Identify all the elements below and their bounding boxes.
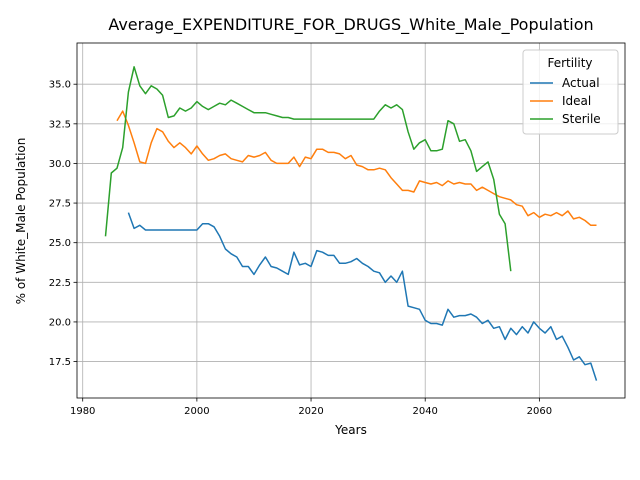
legend-label-sterile: Sterile — [562, 112, 601, 126]
y-tick-label: 17.5 — [49, 357, 71, 368]
legend-items: Actual Ideal Sterile — [530, 76, 601, 126]
y-tick-label: 32.5 — [49, 119, 71, 130]
legend-label-ideal: Ideal — [562, 94, 591, 108]
legend-box — [522, 49, 619, 135]
legend-title: Fertility — [547, 56, 592, 70]
legend: Fertility Actual Ideal Sterile — [522, 49, 619, 135]
y-axis: 17.5 20.0 22.5 25.0 27.5 30.0 32.5 35.0 — [49, 80, 77, 368]
x-axis: 1980 2000 2020 2040 2060 — [70, 398, 552, 417]
series-lines — [104, 66, 598, 381]
x-tick-label: 2020 — [298, 406, 323, 417]
y-tick-label: 22.5 — [49, 278, 71, 289]
legend-label-actual: Actual — [562, 76, 600, 90]
x-tick-label: 2040 — [412, 406, 437, 417]
x-tick-label: 1980 — [70, 406, 95, 417]
series-line-sterile — [104, 66, 512, 272]
series-line-ideal — [116, 110, 597, 227]
chart-title: Average_EXPENDITURE_FOR_DRUGS_White_Male… — [108, 15, 593, 35]
series-line-actual — [127, 212, 598, 381]
y-axis-label: % of White_Male Population — [14, 138, 28, 305]
x-tick-label: 2060 — [527, 406, 552, 417]
y-tick-label: 35.0 — [49, 80, 71, 91]
y-tick-label: 27.5 — [49, 199, 71, 210]
y-tick-label: 20.0 — [49, 317, 71, 328]
plot-frame — [76, 42, 626, 399]
y-tick-label: 25.0 — [49, 238, 71, 249]
y-tick-label: 30.0 — [49, 159, 71, 170]
x-tick-label: 2000 — [184, 406, 209, 417]
x-axis-label: Years — [334, 423, 367, 437]
